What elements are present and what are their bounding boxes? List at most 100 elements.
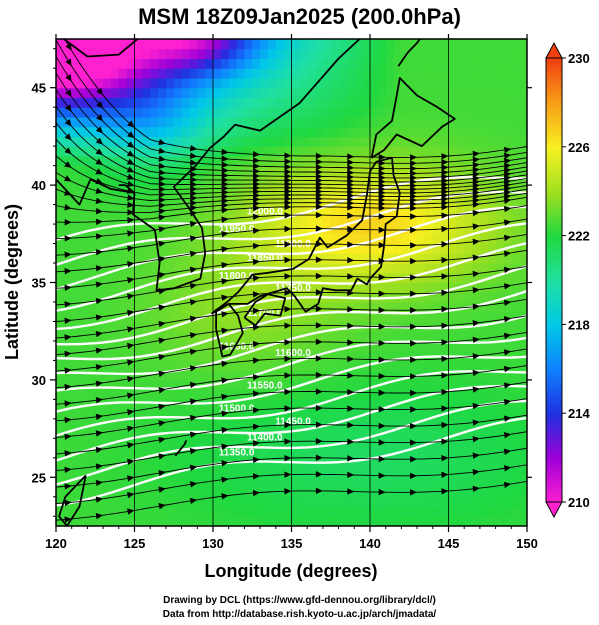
colorbar-segment xyxy=(546,429,562,434)
colorbar-segment xyxy=(546,238,562,242)
colorbar-segment xyxy=(546,490,562,495)
colorbar-segment xyxy=(546,155,562,159)
colorbar-segment xyxy=(546,132,562,137)
contour-label: 11800.0 xyxy=(219,271,255,282)
streamline xyxy=(56,39,527,164)
colorbar-segment xyxy=(546,80,562,84)
contour-label: 11600.0 xyxy=(275,348,311,359)
colorbar-tick-label: 230 xyxy=(568,51,590,66)
colorbar-segment xyxy=(546,160,562,165)
streamline xyxy=(56,414,527,455)
x-tick-label: 140 xyxy=(359,536,381,551)
colorbar-segment xyxy=(546,255,562,259)
coastline xyxy=(397,39,421,67)
colorbar-segment xyxy=(546,88,562,92)
colorbar-segment xyxy=(546,224,562,228)
streamline xyxy=(56,188,527,207)
colorbar-segment xyxy=(546,60,562,65)
colorbar-segment xyxy=(546,418,562,423)
colorbar-segment xyxy=(546,357,562,362)
colorbar-segment xyxy=(546,293,562,298)
colorbar-segment xyxy=(546,107,562,112)
colorbar-segment xyxy=(546,182,562,187)
wind-arrowhead xyxy=(127,458,135,465)
colorbar-segment xyxy=(546,477,562,481)
wind-arrowhead xyxy=(127,409,135,416)
wind-arrowhead xyxy=(189,348,198,356)
colorbar-segment xyxy=(546,196,562,201)
colorbar-segment xyxy=(546,207,562,212)
streamline xyxy=(56,72,527,174)
wind-arrowhead xyxy=(189,414,198,422)
wind-arrowhead xyxy=(158,403,166,411)
colorbar-segment xyxy=(546,379,562,384)
colorbar-segment xyxy=(546,299,562,303)
wind-arrowhead xyxy=(126,187,135,194)
contour-label: 12000.0 xyxy=(247,206,284,217)
wind-streamlines xyxy=(56,39,527,523)
wind-arrowhead xyxy=(189,481,198,488)
streamline xyxy=(64,39,527,158)
colorbar-segment xyxy=(546,252,562,256)
colorbar-segment xyxy=(546,243,562,248)
colorbar-segment xyxy=(546,105,562,109)
colorbar-segment xyxy=(546,63,562,67)
streamline xyxy=(56,365,527,405)
coastline xyxy=(174,439,188,457)
streamline xyxy=(56,315,527,356)
colorbar-segment xyxy=(546,374,562,378)
coastline xyxy=(210,156,401,315)
wind-arrowhead xyxy=(189,381,198,389)
colorbar-segment xyxy=(546,313,562,317)
wind-arrowhead xyxy=(158,420,166,427)
colorbar-segment xyxy=(546,443,562,448)
colorbar-segment xyxy=(546,496,562,500)
wind-arrowhead xyxy=(64,204,72,211)
colorbar-segment xyxy=(546,282,562,287)
wind-arrowhead xyxy=(158,256,166,263)
wind-arrowhead xyxy=(189,220,198,228)
colorbar-segment xyxy=(546,460,562,464)
colorbar-segment xyxy=(546,185,562,190)
credits: Drawing by DCL (https://www.gfd-dennou.o… xyxy=(0,594,599,622)
y-tick-label: 25 xyxy=(32,470,46,485)
y-tick-label: 45 xyxy=(32,81,46,96)
streamline xyxy=(56,233,527,273)
wind-arrowhead xyxy=(158,320,166,328)
colorbar-segment xyxy=(546,446,562,450)
colorbar-segment xyxy=(546,316,562,320)
wind-arrowhead xyxy=(158,486,166,493)
wind-arrowhead xyxy=(503,250,512,257)
y-axis-label: Latitude (degrees) xyxy=(2,204,22,360)
colorbar-segment xyxy=(546,246,562,251)
wind-arrowhead xyxy=(127,342,135,350)
colorbar-segment xyxy=(546,163,562,167)
colorbar-segment xyxy=(546,202,562,206)
wind-arrowhead xyxy=(158,240,166,248)
wind-arrowhead xyxy=(127,442,135,449)
wind-arrowhead xyxy=(158,354,166,361)
colorbar-segment xyxy=(546,274,562,278)
colorbar-segment xyxy=(546,488,562,492)
colorbar-segment xyxy=(546,457,562,461)
colorbar-segment xyxy=(546,404,562,409)
wind-arrowhead xyxy=(127,309,135,317)
wind-arrowhead xyxy=(503,448,512,455)
wind-arrowhead xyxy=(503,152,512,160)
x-tick-label: 145 xyxy=(438,536,460,551)
streamline xyxy=(56,155,527,196)
colorbar-segment xyxy=(546,146,562,151)
contour-label: 11550.0 xyxy=(247,381,283,392)
colorbar-segment xyxy=(546,213,562,217)
x-tick-label: 125 xyxy=(124,536,146,551)
streamline xyxy=(56,431,527,471)
colorbar-segment xyxy=(546,191,562,195)
streamline xyxy=(56,398,527,438)
colorbar-segment xyxy=(546,210,562,215)
colorbar-segment xyxy=(546,440,562,445)
wind-arrowhead xyxy=(189,431,198,438)
chart-figure: 11350.0 11400.0 11450.0 11500.0 11550.0 11600… xyxy=(2,34,590,581)
colorbar-segment xyxy=(546,479,562,484)
wind-arrowhead xyxy=(127,425,135,432)
colorbar-segment xyxy=(546,221,562,226)
